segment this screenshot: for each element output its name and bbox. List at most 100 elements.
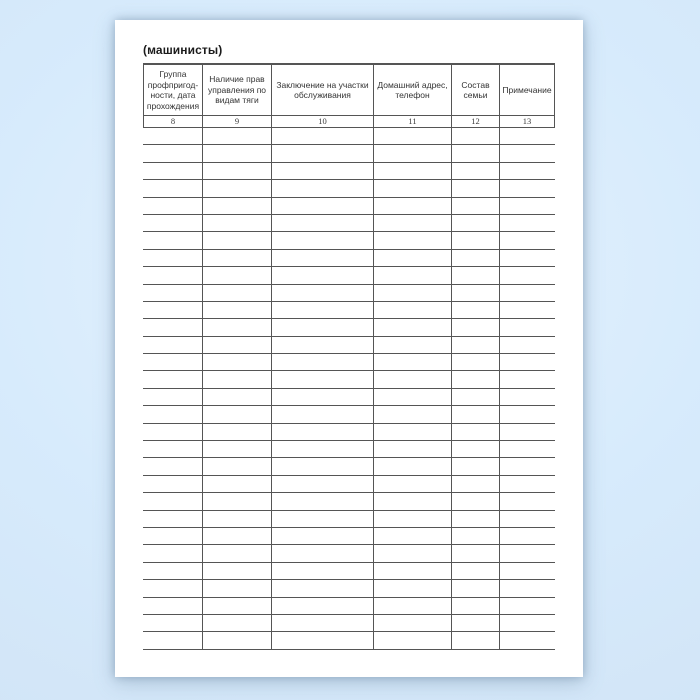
- table-cell: [203, 371, 272, 388]
- table-cell: [452, 388, 500, 406]
- table-row: [143, 545, 555, 563]
- page-title: (машинисты): [143, 43, 223, 57]
- table-row: [143, 128, 555, 146]
- table-row: [143, 301, 555, 320]
- table-row: [143, 180, 555, 198]
- table-cell: [143, 249, 203, 267]
- table-cell: [374, 614, 452, 632]
- table-cell: [500, 145, 555, 161]
- table-cell: [272, 354, 374, 371]
- table-cell: [272, 632, 374, 649]
- table-row: [143, 632, 555, 650]
- document-page: (машинисты) Группа профпригод- ности, да…: [115, 20, 583, 677]
- table-row: [143, 580, 555, 598]
- table-cell: [452, 354, 500, 371]
- table-cell: [272, 441, 374, 458]
- table-cell: [374, 545, 452, 562]
- table-cell: [452, 162, 500, 180]
- table-cell: [143, 354, 203, 371]
- table-cell: [500, 128, 555, 144]
- table-cell: [452, 319, 500, 336]
- table-row: [143, 388, 555, 407]
- table-cell: [143, 214, 203, 232]
- table-cell: [143, 458, 203, 475]
- table-cell: [272, 284, 374, 301]
- table-cell: [143, 128, 203, 145]
- column-header-11: Домашний адрес, телефон: [374, 65, 452, 115]
- table-cell: [452, 527, 500, 545]
- table-cell: [452, 614, 500, 632]
- table-row: [143, 527, 555, 546]
- column-number-12: 12: [452, 116, 500, 127]
- table-cell: [203, 562, 272, 580]
- table-cell: [500, 528, 555, 544]
- table-cell: [272, 319, 374, 336]
- table-cell: [203, 545, 272, 562]
- table-cell: [272, 545, 374, 562]
- table-cell: [374, 301, 452, 319]
- table-cell: [272, 214, 374, 232]
- table-cell: [143, 267, 203, 284]
- table-cell: [374, 423, 452, 441]
- table-cell: [272, 232, 374, 249]
- table-cell: [203, 632, 272, 649]
- table-cell: [500, 319, 555, 335]
- table-cell: [143, 423, 203, 441]
- table-cell: [203, 214, 272, 232]
- table-cell: [374, 493, 452, 510]
- table-cell: [452, 441, 500, 458]
- table-cell: [452, 510, 500, 527]
- table-cell: [452, 493, 500, 510]
- table-cell: [500, 337, 555, 353]
- table-cell: [500, 215, 555, 231]
- table-cell: [500, 406, 555, 422]
- table-cell: [500, 424, 555, 440]
- table-cell: [374, 319, 452, 336]
- table-cell: [203, 475, 272, 493]
- table-cell: [143, 388, 203, 406]
- table-cell: [143, 145, 203, 162]
- table-cell: [374, 249, 452, 267]
- column-number-9: 9: [203, 116, 272, 127]
- table-cell: [500, 250, 555, 266]
- table-row: [143, 197, 555, 215]
- column-number-8: 8: [143, 116, 203, 127]
- table-row: [143, 614, 555, 633]
- table-row: [143, 319, 555, 337]
- table-cell: [143, 197, 203, 214]
- table-cell: [203, 441, 272, 458]
- table-cell: [374, 458, 452, 475]
- table-cell: [272, 475, 374, 493]
- table-cell: [500, 163, 555, 179]
- table-cell: [452, 406, 500, 423]
- table-cell: [452, 180, 500, 197]
- table-cell: [374, 597, 452, 614]
- table-cell: [143, 562, 203, 580]
- table-cell: [203, 458, 272, 475]
- table-cell: [500, 285, 555, 301]
- table-cell: [272, 249, 374, 267]
- table-row: [143, 232, 555, 250]
- table-cell: [143, 336, 203, 354]
- table-cell: [500, 545, 555, 561]
- table-row: [143, 597, 555, 615]
- table-cell: [272, 180, 374, 197]
- table-cell: [203, 614, 272, 632]
- table-row: [143, 475, 555, 494]
- column-header-12: Состав семьи: [452, 65, 500, 115]
- table-cell: [203, 510, 272, 527]
- column-header-13: Примечание: [500, 65, 555, 115]
- table-cell: [272, 614, 374, 632]
- table-row: [143, 493, 555, 511]
- table-cell: [374, 475, 452, 493]
- table-cell: [374, 632, 452, 649]
- table-cell: [143, 180, 203, 197]
- table-cell: [452, 458, 500, 475]
- table-row: [143, 284, 555, 302]
- table-cell: [272, 510, 374, 527]
- table-cell: [272, 128, 374, 145]
- table-cell: [203, 580, 272, 597]
- table-cell: [500, 371, 555, 387]
- table-cell: [143, 301, 203, 319]
- table-row: [143, 562, 555, 581]
